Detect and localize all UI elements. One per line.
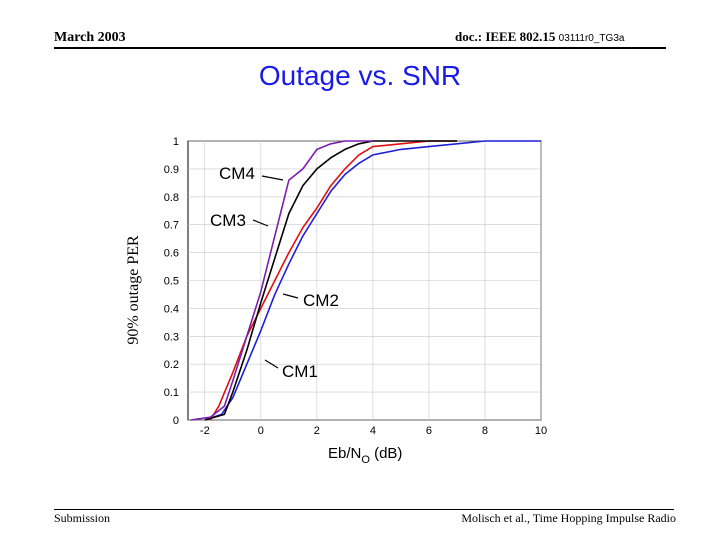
y-tick-label-0: 0 (173, 415, 179, 427)
arrow-cm3 (252, 219, 269, 227)
grid (188, 140, 542, 421)
footer-rule (54, 509, 674, 510)
footer-submission: Submission (54, 511, 111, 525)
y-tick-label-10: 1 (173, 136, 179, 148)
x-tick-label-4: 6 (426, 425, 432, 437)
series-cm2-line (209, 140, 457, 421)
x-tick-label-1: 0 (258, 425, 264, 437)
x-axis-label-main: Eb/N (328, 445, 361, 462)
x-ticks: -2 0 2 4 6 8 10 (200, 425, 547, 437)
y-tick-label-1: 0.1 (164, 387, 179, 399)
annotation-cm1: CM1 (282, 362, 318, 381)
arrow-cm1 (264, 359, 279, 369)
curve-labels: CM4 CM3 CM2 CM1 (210, 164, 339, 381)
header-doc-small: 03111r0_TG3a (558, 33, 625, 44)
series-cm3-line (204, 140, 457, 421)
x-tick-label-3: 4 (370, 425, 376, 437)
arrows (252, 175, 299, 369)
y-tick-label-6: 0.6 (164, 248, 179, 260)
arrow-cm2 (282, 293, 299, 299)
header-doc-main: doc.: IEEE 802.15 (455, 29, 556, 44)
annotation-cm4: CM4 (219, 164, 255, 183)
header-date: March 2003 (54, 30, 126, 45)
x-tick-label-5: 8 (482, 425, 488, 437)
series-cm4-line (190, 140, 373, 421)
footer-authors: Molisch et al., Time Hopping Impulse Rad… (461, 511, 676, 525)
series-cm1-line (204, 140, 541, 421)
y-tick-label-5: 0.5 (164, 276, 179, 288)
x-tick-label-6: 10 (535, 425, 547, 437)
x-tick-label-2: 2 (314, 425, 320, 437)
y-tick-label-4: 0.4 (164, 303, 179, 315)
y-tick-label-9: 0.9 (164, 164, 179, 176)
y-tick-label-2: 0.2 (164, 359, 179, 371)
arrow-cm4 (261, 175, 284, 181)
y-axis-label: 90% outage PER (125, 235, 142, 345)
header-rule (54, 47, 666, 49)
x-axis-label-sub: O (361, 454, 370, 466)
annotation-cm2: CM2 (303, 291, 339, 310)
y-ticks: 0 0.1 0.2 0.3 0.4 0.5 0.6 0.7 0.8 0.9 1 (164, 136, 179, 427)
header-doc-id: doc.: IEEE 802.15 03111r0_TG3a (455, 29, 624, 45)
x-axis-label: Eb/NO (dB) (328, 445, 402, 466)
y-tick-label-7: 0.7 (164, 220, 179, 232)
series-lines (190, 140, 541, 421)
x-axis-label-unit: (dB) (370, 445, 403, 462)
slide-title: Outage vs. SNR (258, 60, 462, 91)
y-tick-label-8: 0.8 (164, 192, 179, 204)
x-tick-label-0: -2 (200, 425, 210, 437)
y-tick-label-3: 0.3 (164, 331, 179, 343)
annotation-cm3: CM3 (210, 211, 246, 230)
